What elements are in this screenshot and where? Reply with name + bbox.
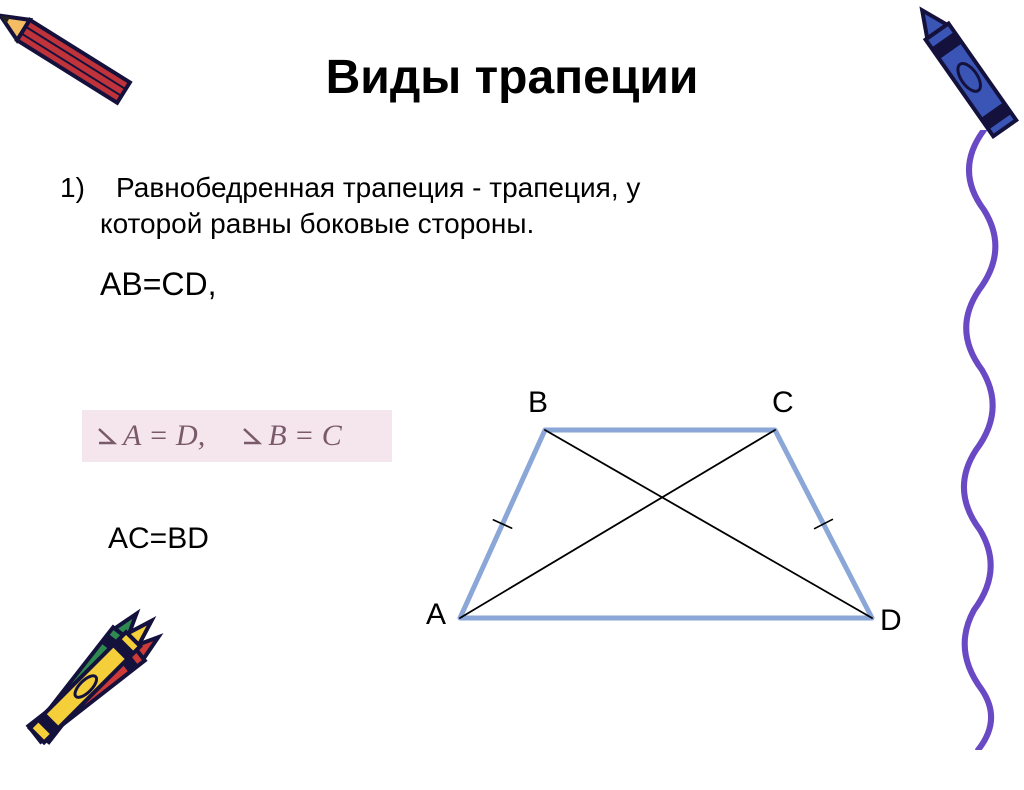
definition-text-1: Равнобедренная трапеция - трапеция, у — [116, 172, 640, 203]
angle-eq2-text: B = C — [268, 419, 342, 453]
equation-ac-bd: AC=BD — [108, 522, 209, 556]
list-number: 1) — [60, 172, 85, 203]
vertex-label-C: C — [772, 386, 794, 420]
definition-line1: 1) Равнобедренная трапеция - трапеция, у — [60, 172, 640, 204]
angle-eq1-text: A = D, — [123, 419, 205, 453]
crayon-bundle-bottomleft — [0, 585, 198, 790]
trapezoid-diagram: A B C D — [420, 370, 920, 650]
angle-eq-2: B = C — [241, 419, 342, 453]
equation-ab-cd: AB=CD, — [100, 266, 216, 303]
squiggle-decoration — [944, 130, 1014, 755]
angle-equalities-box: A = D, B = C — [82, 410, 392, 462]
angle-icon — [96, 425, 118, 447]
angle-eq-1: A = D, — [96, 419, 205, 453]
vertex-label-A: A — [426, 598, 446, 632]
vertex-label-B: B — [528, 386, 548, 420]
angle-icon — [241, 425, 263, 447]
definition-line2: которой равны боковые стороны. — [100, 208, 534, 240]
slide-title: Виды трапеции — [0, 50, 1024, 105]
vertex-label-D: D — [880, 604, 902, 638]
